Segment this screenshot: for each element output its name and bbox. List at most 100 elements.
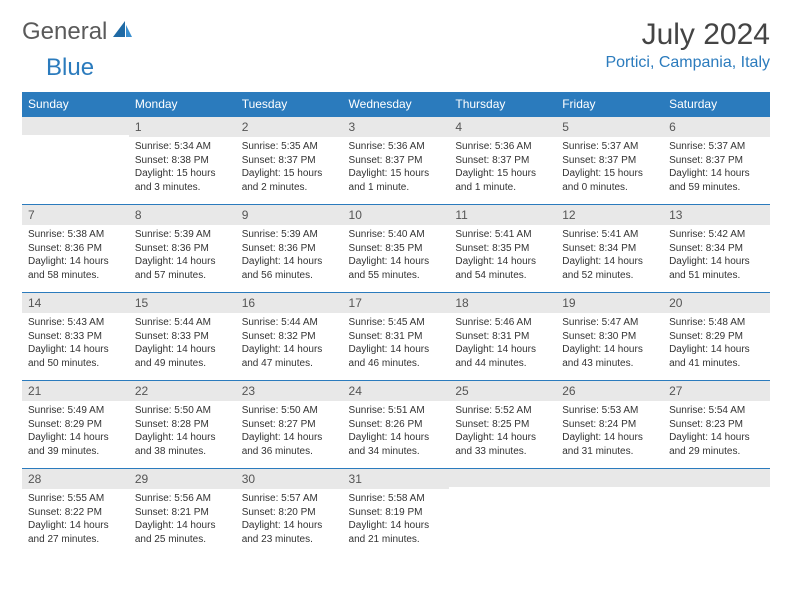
calendar-week-row: 14Sunrise: 5:43 AMSunset: 8:33 PMDayligh… xyxy=(22,292,770,380)
weekday-header: Sunday xyxy=(22,92,129,116)
day-info: Sunrise: 5:52 AMSunset: 8:25 PMDaylight:… xyxy=(449,401,556,464)
calendar-day-cell: 24Sunrise: 5:51 AMSunset: 8:26 PMDayligh… xyxy=(343,380,450,468)
day-info: Sunrise: 5:35 AMSunset: 8:37 PMDaylight:… xyxy=(236,137,343,200)
day-info: Sunrise: 5:56 AMSunset: 8:21 PMDaylight:… xyxy=(129,489,236,552)
day-info: Sunrise: 5:47 AMSunset: 8:30 PMDaylight:… xyxy=(556,313,663,376)
day-info: Sunrise: 5:36 AMSunset: 8:37 PMDaylight:… xyxy=(449,137,556,200)
day-number: 16 xyxy=(236,292,343,313)
logo-sail-icon xyxy=(111,18,133,46)
calendar-body: 1Sunrise: 5:34 AMSunset: 8:38 PMDaylight… xyxy=(22,116,770,556)
day-number: 26 xyxy=(556,380,663,401)
calendar-day-cell: 8Sunrise: 5:39 AMSunset: 8:36 PMDaylight… xyxy=(129,204,236,292)
calendar-week-row: 21Sunrise: 5:49 AMSunset: 8:29 PMDayligh… xyxy=(22,380,770,468)
day-info: Sunrise: 5:39 AMSunset: 8:36 PMDaylight:… xyxy=(236,225,343,288)
day-number: 10 xyxy=(343,204,450,225)
day-info: Sunrise: 5:34 AMSunset: 8:38 PMDaylight:… xyxy=(129,137,236,200)
weekday-header: Friday xyxy=(556,92,663,116)
calendar-table: SundayMondayTuesdayWednesdayThursdayFrid… xyxy=(22,92,770,556)
calendar-day-cell: 14Sunrise: 5:43 AMSunset: 8:33 PMDayligh… xyxy=(22,292,129,380)
weekday-header: Thursday xyxy=(449,92,556,116)
day-number: 17 xyxy=(343,292,450,313)
day-number: 5 xyxy=(556,116,663,137)
calendar-day-cell: 20Sunrise: 5:48 AMSunset: 8:29 PMDayligh… xyxy=(663,292,770,380)
calendar-day-cell: 29Sunrise: 5:56 AMSunset: 8:21 PMDayligh… xyxy=(129,468,236,556)
day-info: Sunrise: 5:42 AMSunset: 8:34 PMDaylight:… xyxy=(663,225,770,288)
empty-day xyxy=(22,116,129,135)
calendar-day-cell: 26Sunrise: 5:53 AMSunset: 8:24 PMDayligh… xyxy=(556,380,663,468)
day-info: Sunrise: 5:49 AMSunset: 8:29 PMDaylight:… xyxy=(22,401,129,464)
day-number: 27 xyxy=(663,380,770,401)
calendar-day-cell: 2Sunrise: 5:35 AMSunset: 8:37 PMDaylight… xyxy=(236,116,343,204)
empty-day xyxy=(449,468,556,487)
day-info: Sunrise: 5:46 AMSunset: 8:31 PMDaylight:… xyxy=(449,313,556,376)
day-info: Sunrise: 5:45 AMSunset: 8:31 PMDaylight:… xyxy=(343,313,450,376)
day-number: 30 xyxy=(236,468,343,489)
day-number: 1 xyxy=(129,116,236,137)
calendar-day-cell: 11Sunrise: 5:41 AMSunset: 8:35 PMDayligh… xyxy=(449,204,556,292)
calendar-day-cell: 19Sunrise: 5:47 AMSunset: 8:30 PMDayligh… xyxy=(556,292,663,380)
day-number: 22 xyxy=(129,380,236,401)
calendar-day-cell: 15Sunrise: 5:44 AMSunset: 8:33 PMDayligh… xyxy=(129,292,236,380)
day-info: Sunrise: 5:57 AMSunset: 8:20 PMDaylight:… xyxy=(236,489,343,552)
day-number: 3 xyxy=(343,116,450,137)
day-number: 28 xyxy=(22,468,129,489)
day-info: Sunrise: 5:58 AMSunset: 8:19 PMDaylight:… xyxy=(343,489,450,552)
calendar-day-cell: 30Sunrise: 5:57 AMSunset: 8:20 PMDayligh… xyxy=(236,468,343,556)
day-number: 31 xyxy=(343,468,450,489)
day-number: 2 xyxy=(236,116,343,137)
calendar-day-cell xyxy=(556,468,663,556)
day-number: 6 xyxy=(663,116,770,137)
day-info: Sunrise: 5:43 AMSunset: 8:33 PMDaylight:… xyxy=(22,313,129,376)
day-number: 21 xyxy=(22,380,129,401)
calendar-day-cell: 7Sunrise: 5:38 AMSunset: 8:36 PMDaylight… xyxy=(22,204,129,292)
weekday-header: Saturday xyxy=(663,92,770,116)
calendar-day-cell: 28Sunrise: 5:55 AMSunset: 8:22 PMDayligh… xyxy=(22,468,129,556)
calendar-header-row: SundayMondayTuesdayWednesdayThursdayFrid… xyxy=(22,92,770,116)
weekday-header: Monday xyxy=(129,92,236,116)
day-info: Sunrise: 5:38 AMSunset: 8:36 PMDaylight:… xyxy=(22,225,129,288)
day-number: 4 xyxy=(449,116,556,137)
calendar-day-cell: 18Sunrise: 5:46 AMSunset: 8:31 PMDayligh… xyxy=(449,292,556,380)
day-number: 8 xyxy=(129,204,236,225)
calendar-day-cell: 23Sunrise: 5:50 AMSunset: 8:27 PMDayligh… xyxy=(236,380,343,468)
calendar-day-cell: 1Sunrise: 5:34 AMSunset: 8:38 PMDaylight… xyxy=(129,116,236,204)
calendar-day-cell xyxy=(663,468,770,556)
calendar-day-cell: 16Sunrise: 5:44 AMSunset: 8:32 PMDayligh… xyxy=(236,292,343,380)
calendar-week-row: 1Sunrise: 5:34 AMSunset: 8:38 PMDaylight… xyxy=(22,116,770,204)
calendar-day-cell: 17Sunrise: 5:45 AMSunset: 8:31 PMDayligh… xyxy=(343,292,450,380)
day-number: 14 xyxy=(22,292,129,313)
day-info: Sunrise: 5:53 AMSunset: 8:24 PMDaylight:… xyxy=(556,401,663,464)
calendar-day-cell: 3Sunrise: 5:36 AMSunset: 8:37 PMDaylight… xyxy=(343,116,450,204)
calendar-day-cell: 22Sunrise: 5:50 AMSunset: 8:28 PMDayligh… xyxy=(129,380,236,468)
day-info: Sunrise: 5:40 AMSunset: 8:35 PMDaylight:… xyxy=(343,225,450,288)
calendar-day-cell: 5Sunrise: 5:37 AMSunset: 8:37 PMDaylight… xyxy=(556,116,663,204)
month-title: July 2024 xyxy=(605,18,770,52)
calendar-day-cell: 13Sunrise: 5:42 AMSunset: 8:34 PMDayligh… xyxy=(663,204,770,292)
weekday-header: Tuesday xyxy=(236,92,343,116)
day-info: Sunrise: 5:37 AMSunset: 8:37 PMDaylight:… xyxy=(663,137,770,200)
day-info: Sunrise: 5:51 AMSunset: 8:26 PMDaylight:… xyxy=(343,401,450,464)
calendar-day-cell xyxy=(449,468,556,556)
day-info: Sunrise: 5:37 AMSunset: 8:37 PMDaylight:… xyxy=(556,137,663,200)
day-number: 12 xyxy=(556,204,663,225)
day-info: Sunrise: 5:50 AMSunset: 8:27 PMDaylight:… xyxy=(236,401,343,464)
day-info: Sunrise: 5:41 AMSunset: 8:34 PMDaylight:… xyxy=(556,225,663,288)
calendar-week-row: 7Sunrise: 5:38 AMSunset: 8:36 PMDaylight… xyxy=(22,204,770,292)
day-number: 19 xyxy=(556,292,663,313)
day-info: Sunrise: 5:39 AMSunset: 8:36 PMDaylight:… xyxy=(129,225,236,288)
calendar-day-cell: 10Sunrise: 5:40 AMSunset: 8:35 PMDayligh… xyxy=(343,204,450,292)
title-block: July 2024 Portici, Campania, Italy xyxy=(605,18,770,72)
calendar-day-cell: 4Sunrise: 5:36 AMSunset: 8:37 PMDaylight… xyxy=(449,116,556,204)
logo-text-general: General xyxy=(22,18,107,46)
calendar-day-cell: 21Sunrise: 5:49 AMSunset: 8:29 PMDayligh… xyxy=(22,380,129,468)
calendar-day-cell: 6Sunrise: 5:37 AMSunset: 8:37 PMDaylight… xyxy=(663,116,770,204)
day-info: Sunrise: 5:54 AMSunset: 8:23 PMDaylight:… xyxy=(663,401,770,464)
day-number: 13 xyxy=(663,204,770,225)
day-info: Sunrise: 5:44 AMSunset: 8:32 PMDaylight:… xyxy=(236,313,343,376)
calendar-day-cell: 27Sunrise: 5:54 AMSunset: 8:23 PMDayligh… xyxy=(663,380,770,468)
day-number: 23 xyxy=(236,380,343,401)
day-number: 11 xyxy=(449,204,556,225)
calendar-day-cell: 9Sunrise: 5:39 AMSunset: 8:36 PMDaylight… xyxy=(236,204,343,292)
calendar-day-cell: 12Sunrise: 5:41 AMSunset: 8:34 PMDayligh… xyxy=(556,204,663,292)
day-info: Sunrise: 5:41 AMSunset: 8:35 PMDaylight:… xyxy=(449,225,556,288)
